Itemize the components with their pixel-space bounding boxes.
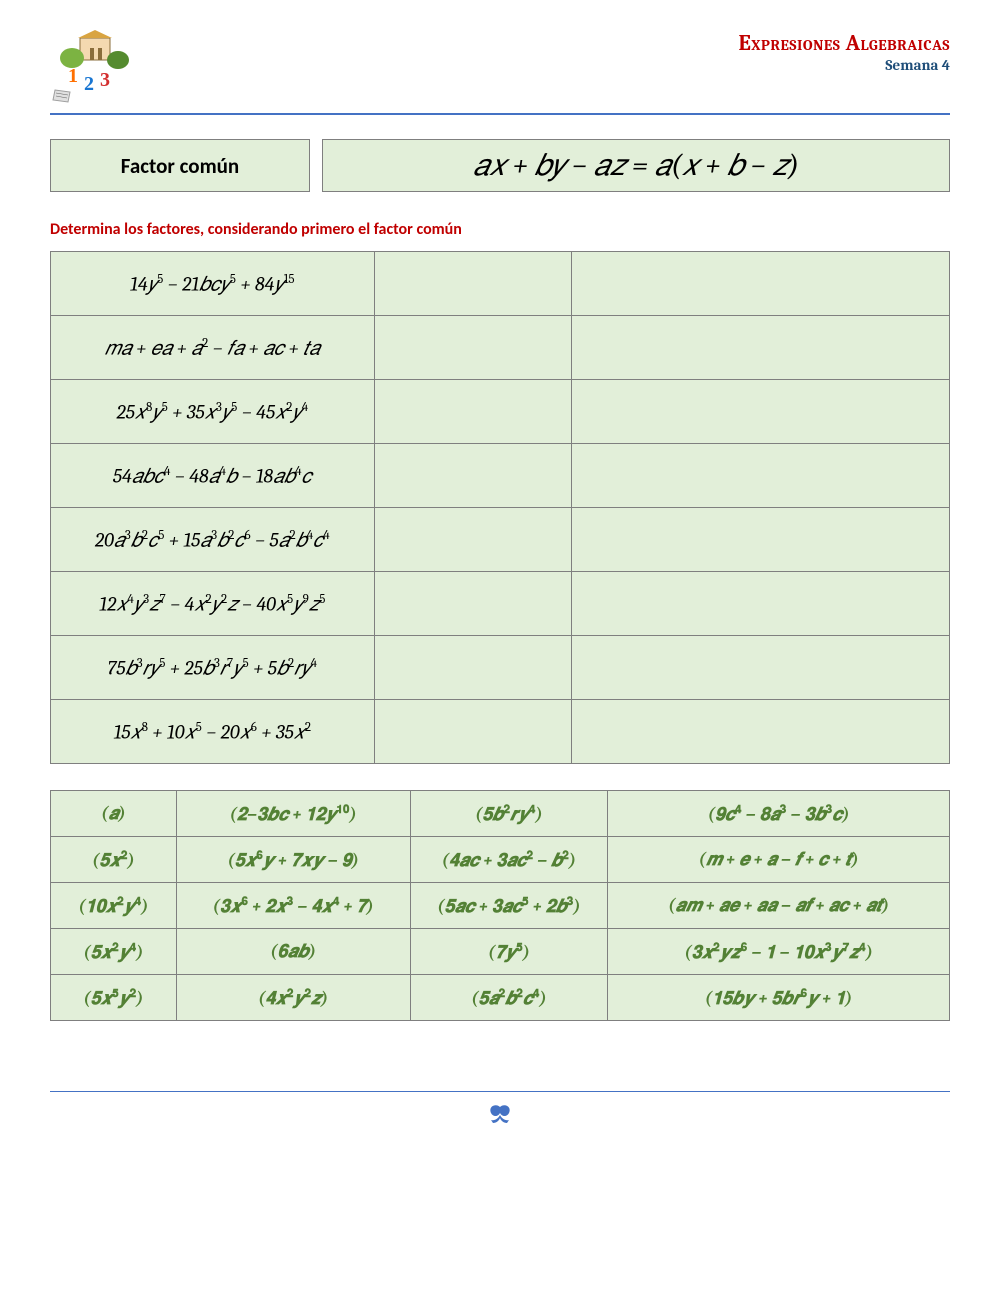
answer-option[interactable]: (𝟏𝟎𝒙𝟐𝒚𝟒) <box>51 883 177 929</box>
answer-blank[interactable] <box>572 508 950 572</box>
problem-expression: 75𝑏3𝑟𝑦5 + 25𝑏3𝑟7𝑦5 + 5𝑏2𝑟𝑦4 <box>51 636 375 700</box>
answer-blank[interactable] <box>572 700 950 764</box>
answer-option[interactable]: (𝟗𝒄𝟒 − 𝟖𝒂𝟑 − 𝟑𝒃𝟑𝒄) <box>608 791 950 837</box>
answers-table: (𝒂)(𝟐−𝟑𝒃𝒄 + 𝟏𝟐𝒚𝟏𝟎)(𝟓𝒃𝟐𝒓𝒚𝟒)(𝟗𝒄𝟒 − 𝟖𝒂𝟑 − 𝟑… <box>50 790 950 1021</box>
answer-blank[interactable] <box>374 380 572 444</box>
answer-blank[interactable] <box>572 572 950 636</box>
doc-subtitle: Semana 4 <box>738 56 950 74</box>
answer-blank[interactable] <box>572 380 950 444</box>
table-row: (𝟓𝒙𝟐)(𝟓𝒙𝟔𝒚 + 𝟕𝒙𝒚 − 𝟗)(𝟒𝒂𝒄 + 𝟑𝒂𝒄𝟐 − 𝒃𝟐)(𝒎… <box>51 837 950 883</box>
formula-row: Factor común 𝑎𝑥 + 𝑏𝑦 − 𝑎𝑧 = 𝑎(𝑥 + 𝑏 − 𝑧) <box>50 139 950 192</box>
answer-option[interactable]: (𝒎 + 𝒆 + 𝒂 − 𝒇 + 𝒄 + 𝒕) <box>608 837 950 883</box>
answer-option[interactable]: (𝒂) <box>51 791 177 837</box>
formula-expression: 𝑎𝑥 + 𝑏𝑦 − 𝑎𝑧 = 𝑎(𝑥 + 𝑏 − 𝑧) <box>322 139 950 192</box>
answer-option[interactable]: (𝟒𝒙𝟐𝒚𝟐𝒛) <box>176 975 410 1021</box>
answer-blank[interactable] <box>374 508 572 572</box>
formula-label: Factor común <box>50 139 310 192</box>
footer-rule <box>50 1091 950 1092</box>
answer-blank[interactable] <box>374 572 572 636</box>
answer-blank[interactable] <box>572 252 950 316</box>
table-row: (𝒂)(𝟐−𝟑𝒃𝒄 + 𝟏𝟐𝒚𝟏𝟎)(𝟓𝒃𝟐𝒓𝒚𝟒)(𝟗𝒄𝟒 − 𝟖𝒂𝟑 − 𝟑… <box>51 791 950 837</box>
doc-title: Expresiones Algebraicas <box>738 30 950 56</box>
problem-expression: 12𝑥4𝑦3𝑧7 − 4𝑥2𝑦2𝑧 − 40𝑥5𝑦9𝑧5 <box>51 572 375 636</box>
answer-blank[interactable] <box>374 252 572 316</box>
svg-text:2: 2 <box>84 73 94 95</box>
answer-blank[interactable] <box>572 636 950 700</box>
footer-ornament-icon <box>50 1102 950 1132</box>
header-text: Expresiones Algebraicas Semana 4 <box>738 30 950 74</box>
answer-option[interactable]: (𝟑𝒙𝟐𝒚𝒛𝟔 − 𝟏 − 𝟏𝟎𝒙𝟑𝒚𝟕𝒛𝟒) <box>608 929 950 975</box>
table-row: 25𝑥8𝑦5 + 35𝑥3𝑦5 − 45𝑥2𝑦4 <box>51 380 950 444</box>
answers-tbody: (𝒂)(𝟐−𝟑𝒃𝒄 + 𝟏𝟐𝒚𝟏𝟎)(𝟓𝒃𝟐𝒓𝒚𝟒)(𝟗𝒄𝟒 − 𝟖𝒂𝟑 − 𝟑… <box>51 791 950 1021</box>
answer-option[interactable]: (𝟓𝒙𝟓𝒚𝟐) <box>51 975 177 1021</box>
answer-option[interactable]: (𝟏𝟓𝒃𝒚 + 𝟓𝒃𝒓𝟔𝒚 + 𝟏) <box>608 975 950 1021</box>
answer-blank[interactable] <box>374 700 572 764</box>
answer-option[interactable]: (𝟓𝒙𝟐) <box>51 837 177 883</box>
answer-option[interactable]: (𝒂𝒎 + 𝒂𝒆 + 𝒂𝒂 − 𝒂𝒇 + 𝒂𝒄 + 𝒂𝒕) <box>608 883 950 929</box>
answer-option[interactable]: (𝟐−𝟑𝒃𝒄 + 𝟏𝟐𝒚𝟏𝟎) <box>176 791 410 837</box>
instruction-text: Determina los factores, considerando pri… <box>50 220 950 239</box>
answer-option[interactable]: (𝟒𝒂𝒄 + 𝟑𝒂𝒄𝟐 − 𝒃𝟐) <box>410 837 608 883</box>
svg-text:1: 1 <box>68 65 78 87</box>
svg-text:3: 3 <box>100 69 110 91</box>
problem-expression: 54𝑎𝑏𝑐4 − 48𝑎4𝑏 − 18𝑎𝑏4𝑐 <box>51 444 375 508</box>
problem-expression: 15𝑥8 + 10𝑥5 − 20𝑥6 + 35𝑥2 <box>51 700 375 764</box>
table-row: 54𝑎𝑏𝑐4 − 48𝑎4𝑏 − 18𝑎𝑏4𝑐 <box>51 444 950 508</box>
answer-blank[interactable] <box>374 636 572 700</box>
table-row: 𝑚𝑎 + 𝑒𝑎 + 𝑎2 − 𝑓𝑎 + 𝑎𝑐 + 𝑡𝑎 <box>51 316 950 380</box>
table-row: 12𝑥4𝑦3𝑧7 − 4𝑥2𝑦2𝑧 − 40𝑥5𝑦9𝑧5 <box>51 572 950 636</box>
answer-option[interactable]: (𝟓𝒙𝟐𝒚𝟒) <box>51 929 177 975</box>
problem-expression: 20𝑎3𝑏2𝑐5 + 15𝑎3𝑏2𝑐6 − 5𝑎2𝑏4𝑐4 <box>51 508 375 572</box>
problems-tbody: 14𝑦5 − 21𝑏𝑐𝑦5 + 84𝑦15𝑚𝑎 + 𝑒𝑎 + 𝑎2 − 𝑓𝑎 +… <box>51 252 950 764</box>
problem-expression: 14𝑦5 − 21𝑏𝑐𝑦5 + 84𝑦15 <box>51 252 375 316</box>
header-rule <box>50 113 950 115</box>
page-header: 1 2 3 Expresiones Algebraicas Semana 4 <box>50 30 950 105</box>
table-row: 14𝑦5 − 21𝑏𝑐𝑦5 + 84𝑦15 <box>51 252 950 316</box>
problem-expression: 𝑚𝑎 + 𝑒𝑎 + 𝑎2 − 𝑓𝑎 + 𝑎𝑐 + 𝑡𝑎 <box>51 316 375 380</box>
table-row: 75𝑏3𝑟𝑦5 + 25𝑏3𝑟7𝑦5 + 5𝑏2𝑟𝑦4 <box>51 636 950 700</box>
problems-table: 14𝑦5 − 21𝑏𝑐𝑦5 + 84𝑦15𝑚𝑎 + 𝑒𝑎 + 𝑎2 − 𝑓𝑎 +… <box>50 251 950 764</box>
table-row: (𝟓𝒙𝟓𝒚𝟐)(𝟒𝒙𝟐𝒚𝟐𝒛)(𝟓𝒂𝟐𝒃𝟐𝒄𝟒)(𝟏𝟓𝒃𝒚 + 𝟓𝒃𝒓𝟔𝒚 + … <box>51 975 950 1021</box>
table-row: (𝟏𝟎𝒙𝟐𝒚𝟒)(𝟑𝒙𝟔 + 𝟐𝒙𝟑 − 𝟒𝒙𝟒 + 𝟕)(𝟓𝒂𝒄 + 𝟑𝒂𝒄𝟓… <box>51 883 950 929</box>
table-row: (𝟓𝒙𝟐𝒚𝟒)(𝟔𝒂𝒃)(𝟕𝒚𝟓)(𝟑𝒙𝟐𝒚𝒛𝟔 − 𝟏 − 𝟏𝟎𝒙𝟑𝒚𝟕𝒛𝟒) <box>51 929 950 975</box>
problem-expression: 25𝑥8𝑦5 + 35𝑥3𝑦5 − 45𝑥2𝑦4 <box>51 380 375 444</box>
answer-blank[interactable] <box>572 444 950 508</box>
answer-option[interactable]: (𝟓𝒂𝒄 + 𝟑𝒂𝒄𝟓 + 𝟐𝒃𝟑) <box>410 883 608 929</box>
answer-option[interactable]: (𝟔𝒂𝒃) <box>176 929 410 975</box>
answer-option[interactable]: (𝟓𝒃𝟐𝒓𝒚𝟒) <box>410 791 608 837</box>
answer-option[interactable]: (𝟑𝒙𝟔 + 𝟐𝒙𝟑 − 𝟒𝒙𝟒 + 𝟕) <box>176 883 410 929</box>
answer-option[interactable]: (𝟓𝒂𝟐𝒃𝟐𝒄𝟒) <box>410 975 608 1021</box>
table-row: 15𝑥8 + 10𝑥5 − 20𝑥6 + 35𝑥2 <box>51 700 950 764</box>
answer-blank[interactable] <box>374 444 572 508</box>
answer-blank[interactable] <box>374 316 572 380</box>
logo: 1 2 3 <box>50 30 140 105</box>
answer-blank[interactable] <box>572 316 950 380</box>
table-row: 20𝑎3𝑏2𝑐5 + 15𝑎3𝑏2𝑐6 − 5𝑎2𝑏4𝑐4 <box>51 508 950 572</box>
answer-option[interactable]: (𝟕𝒚𝟓) <box>410 929 608 975</box>
answer-option[interactable]: (𝟓𝒙𝟔𝒚 + 𝟕𝒙𝒚 − 𝟗) <box>176 837 410 883</box>
